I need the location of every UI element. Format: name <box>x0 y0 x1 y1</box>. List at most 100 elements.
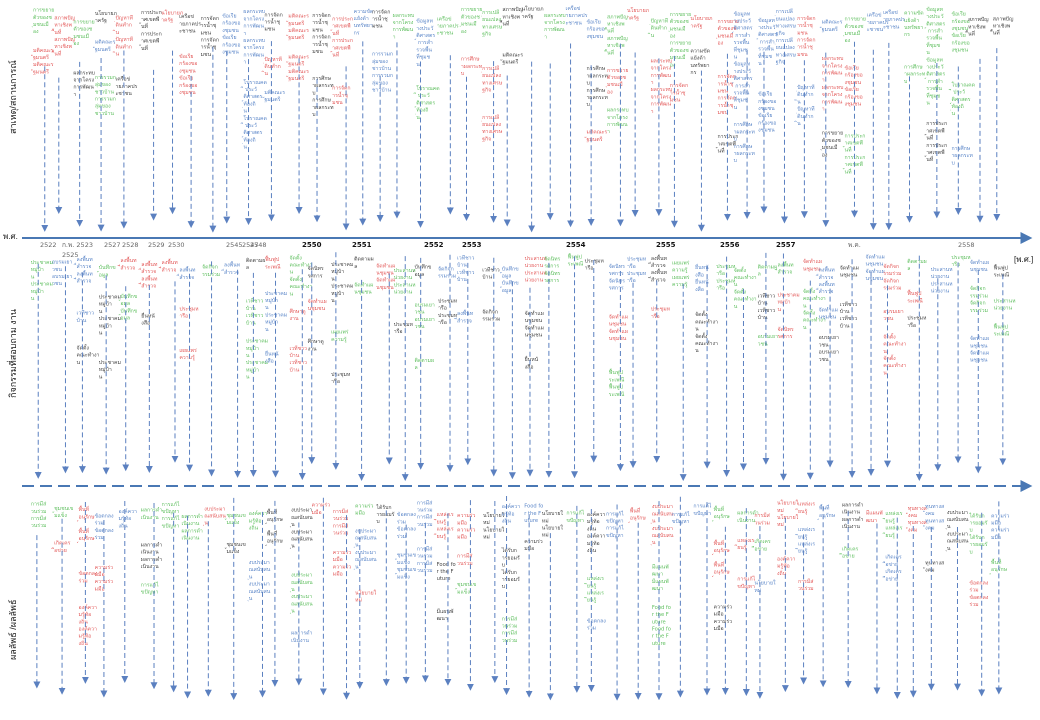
middle-lane-note-line: หมู่บ้า <box>331 268 344 275</box>
top-lane-note-line: งชุมชน <box>222 50 239 56</box>
bottom-lane-note-line: ทุนทางส <box>925 518 945 524</box>
bottom-lane-note-line: เนินงาน <box>842 509 860 516</box>
top-lane-note-line: น <box>926 101 930 107</box>
middle-lane-note-line: ้อมูล <box>413 270 425 278</box>
middle-lane-note-line: หมู่บ้า <box>265 297 278 304</box>
bottom-lane-note-line: ได้รับก <box>501 546 517 554</box>
top-lane-note-line: ายภาคปร <box>116 84 138 90</box>
top-lane-note-line: การจัดก <box>670 82 688 89</box>
top-lane-note: ปัญหาที่ดินทำกินปัญหาที่ดินทำกิน <box>113 15 134 58</box>
top-lane-note-line: การขยาย <box>73 19 94 25</box>
bottom-lane-note-line: ุน <box>650 540 656 546</box>
bottom-lane-note-line: ข้อตกลง <box>587 617 606 624</box>
middle-lane-note-line: ประชุมห <box>651 307 671 313</box>
bottom-lane-note-line: ณสนับสน <box>249 566 271 573</box>
top-lane-note-line: การพัฒน <box>607 121 628 128</box>
bottom-lane-note-line: หม่ <box>777 508 784 514</box>
middle-lane-note-line: น่วยงาน <box>525 263 544 269</box>
middle-lane-note-line: น <box>803 325 807 331</box>
bottom-lane-note-line: เนินงาน <box>181 535 199 542</box>
middle-lane-note-line: รศการ <box>609 271 624 277</box>
middle-lane-note-line: เวทีชาว <box>457 269 475 276</box>
bottom-lane-note-line: มีแผนพั <box>437 608 454 615</box>
top-lane-note-line: ชาวบ้าน <box>372 65 392 72</box>
top-lane-note: มติคณะรัฐมนตรีมติคณะรัฐมนตรี <box>31 47 54 76</box>
bottom-lane-note-line: บ <box>969 549 972 555</box>
top-lane-note-line: ายภาคปร <box>867 20 889 26</box>
top-lane-note-line: แย้งด้า <box>354 15 369 22</box>
top-lane-note-line: าผลกระท <box>904 72 926 78</box>
top-lane-note-line: กร้องขอ <box>222 41 240 48</box>
top-lane-note-line: ข้อมูลท <box>926 6 943 13</box>
middle-lane-note-line: ี่สำรวจ <box>159 266 177 273</box>
bottom-lane-note-line: มมือ <box>333 556 343 563</box>
bottom-lane-note-line: แหล่งเร <box>587 591 604 597</box>
middle-lane-note-line: น่วยงาน <box>931 289 950 295</box>
top-lane-note-line: จากโครง <box>822 62 843 69</box>
bottom-lane-note-line: ผลการดำ <box>181 513 202 520</box>
top-lane-note-line: นทรัพยา <box>690 62 709 69</box>
middle-lane-note-line: รศการ <box>778 334 793 340</box>
bottom-lane-note-line: ร่วม <box>95 535 104 541</box>
top-lane-note-line: บ <box>587 102 590 108</box>
bottom-lane-note-line: ุน <box>945 524 951 530</box>
top-lane-note-line: ี ประวั <box>413 92 430 99</box>
middle-lane-note-line: อบรมเยา <box>52 274 72 280</box>
middle-lane-note-line: เวทีชาว <box>840 315 858 322</box>
top-lane-note-line: ติศาสตร <box>416 99 435 106</box>
top-lane-note-line: รวจพื้น <box>734 89 750 97</box>
top-lane-note-line: ที่ชุมช <box>734 46 748 53</box>
middle-lane-note-line: ี่สำรวจ <box>816 274 834 281</box>
top-lane-note-line: าผลกระท <box>587 95 609 101</box>
bottom-lane-note-line: ข้อตกลง <box>95 512 114 519</box>
middle-lane-note-line: รรมร่วม <box>970 308 988 314</box>
bottom-lane-note-line: นโยบายใ <box>483 526 505 533</box>
middle-lane-note-line: ลงพื้นท <box>120 256 137 264</box>
top-lane-note-line: การพัฒน <box>73 84 94 91</box>
top-lane-note: การรวมกลุ่มของชาวบ้านการรวมกลุ่มของชาวบ้… <box>372 52 393 94</box>
middle-lane-note-line: ประสานห <box>994 299 1016 305</box>
top-lane-note: ผลกระทบจากโครงการพัฒนาผลกระทบจากโครงการพ… <box>822 56 844 112</box>
bottom-lane-note-line: วนร่วม <box>417 522 433 528</box>
top-lane-note-line: การรวมก <box>372 52 393 58</box>
bottom-lane-note-line: ความร่ว <box>524 539 543 545</box>
top-lane-note-line: การจัดก <box>312 34 330 41</box>
bottom-lane-note: องค์ความรู้ท้องถิ่น <box>119 508 138 529</box>
bottom-lane-note-line: เกิดเคร <box>885 554 902 561</box>
top-lane-note-line: จากโครง <box>651 93 672 100</box>
top-lane-note-line: ์ การสำ <box>732 81 751 89</box>
middle-lane-note-line: อบรมเยา <box>415 302 435 308</box>
middle-lane-note-line: จัดนิทร <box>609 263 625 270</box>
bottom-lane-note-line: ร่วม <box>969 602 978 608</box>
top-lane-note-line: งชุมชน <box>587 34 604 40</box>
top-lane-note-line: ์ การสำ <box>924 77 943 85</box>
top-lane-note-line: ้นที่ <box>843 146 853 154</box>
middle-lane-note-line: จัดกิจก <box>202 264 218 271</box>
bottom-lane-note: พื้นที่อนุรักษ์ <box>628 507 647 523</box>
middle-lane-note-line: จัดทำแผ <box>525 310 544 317</box>
top-lane-note-line: ื้นที่ <box>499 20 510 28</box>
top-lane-note-line: ัฐมนตรี <box>820 26 838 33</box>
top-lane-note-line: าศเขตพื <box>926 127 945 134</box>
bottom-lane-note-line: การมีส่ <box>502 630 518 637</box>
bottom-lane-note-line: อนุรักษ <box>79 535 96 542</box>
top-lane-note-line: หาเชิงพ <box>54 43 72 50</box>
middle-lane-note-line: ล <box>758 272 761 278</box>
middle-lane-note-line: จัดกิจก <box>970 300 986 307</box>
top-lane-note-line: กร้องขอ <box>758 119 776 126</box>
